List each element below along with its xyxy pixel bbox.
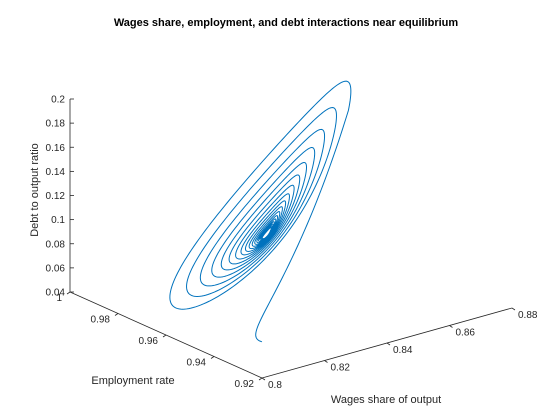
- y-axis-label: Employment rate: [91, 375, 174, 387]
- z-tick-label: 0.14: [46, 167, 66, 178]
- z-tick-label: 0.2: [51, 95, 65, 106]
- x-tick-label: 0.82: [331, 363, 351, 374]
- x-axis-label: Wages share of output: [331, 394, 441, 406]
- y-tick-label: 1: [56, 293, 62, 304]
- x-tick-label: 0.84: [393, 345, 413, 356]
- x-tick-mark: [324, 360, 328, 363]
- y-tick-label: 0.96: [139, 336, 159, 347]
- x-tick-label: 0.88: [518, 310, 538, 321]
- y-tick-mark: [114, 313, 119, 316]
- y-tick-label: 0.94: [187, 358, 207, 369]
- chart-title: Wages share, employment, and debt intera…: [114, 17, 459, 29]
- z-tick-label: 0.06: [46, 263, 66, 274]
- trajectory-line: [169, 80, 352, 343]
- axes: [66, 98, 516, 381]
- z-tick-label: 0.18: [46, 119, 66, 130]
- z-tick-label: 0.08: [46, 239, 66, 250]
- z-tick-label: 0.16: [46, 143, 66, 154]
- x-tick-mark: [386, 342, 391, 346]
- x-tick-label: 0.8: [268, 380, 282, 391]
- y-tick-label: 0.98: [91, 315, 111, 326]
- tick-labels: 0.8 0.82 0.84 0.86 0.88 0.92 0.94 0.96 0.98 10.04…: [46, 95, 538, 392]
- z-tick-label: 0.12: [46, 191, 66, 202]
- y-tick-mark: [162, 334, 167, 338]
- y-tick-mark: [258, 377, 263, 381]
- x-tick-mark: [261, 377, 266, 381]
- x-tick-mark: [511, 307, 516, 311]
- x-tick-label: 0.86: [456, 328, 476, 339]
- z-tick-label: 0.04: [46, 288, 66, 299]
- z-axis-label: Debt to output ratio: [29, 143, 41, 237]
- z-tick-label: 0.1: [51, 215, 65, 226]
- y-tick-mark: [210, 356, 215, 359]
- x-tick-mark: [449, 325, 453, 328]
- y-tick-label: 0.92: [235, 379, 255, 390]
- y-tick-mark: [66, 291, 71, 295]
